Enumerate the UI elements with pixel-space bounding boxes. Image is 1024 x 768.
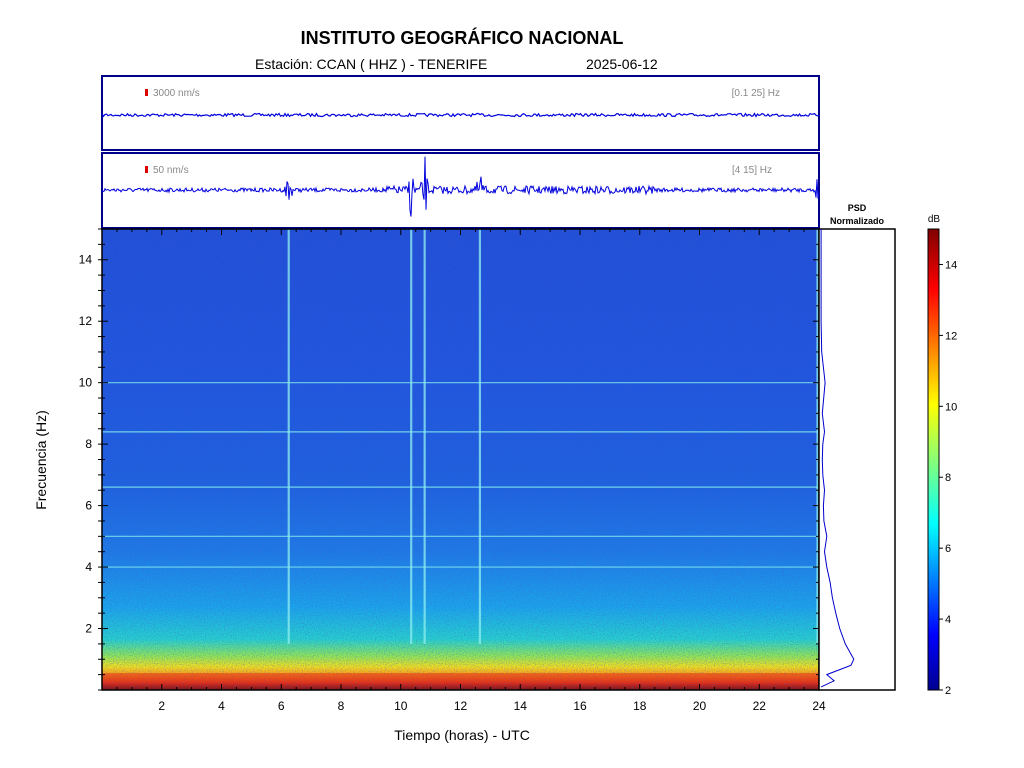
x-tick-label: 22: [753, 699, 767, 713]
x-tick-label: 12: [454, 699, 468, 713]
colorbar-tick-label: 2: [945, 685, 951, 697]
x-tick-label: 2: [158, 699, 165, 713]
colorbar-ticks: 2 4 6 8 10 12 14: [939, 259, 957, 697]
colorbar-tick-label: 6: [945, 543, 951, 555]
x-tick-label: 18: [633, 699, 647, 713]
x-tick-label: 10: [394, 699, 408, 713]
colorbar-fill: [927, 228, 940, 691]
trace-panel-broadband: 3000 nm/s [0.1 25] Hz: [101, 75, 820, 151]
x-tick-label: 8: [338, 699, 345, 713]
band-label: [0.1 25] Hz: [732, 88, 780, 99]
colorbar-tick-label: 14: [945, 259, 957, 271]
y-tick-label: 10: [79, 376, 93, 390]
y-tick-label: 12: [79, 314, 93, 328]
x-tick-label: 4: [218, 699, 225, 713]
scale-label: 3000 nm/s: [153, 88, 200, 99]
spectrogram-noise: [102, 229, 819, 690]
date-label: 2025-06-12: [586, 56, 658, 72]
scale-label: 50 nm/s: [153, 165, 189, 176]
psd-curve: [820, 229, 855, 688]
scale-marker: [145, 89, 148, 96]
colorbar-tick-label: 12: [945, 330, 957, 342]
y-axis: 2 4 6 8 10 12 14: [79, 228, 819, 691]
band-label: [4 15] Hz: [732, 165, 772, 176]
y-tick-label: 14: [79, 253, 93, 267]
microseism-band: [102, 673, 819, 683]
y-tick-label: 6: [85, 499, 92, 513]
trace-line: [101, 156, 820, 217]
trace-line: [101, 112, 820, 118]
x-tick-label: 20: [693, 699, 707, 713]
psd-frame: [818, 228, 896, 691]
psd-subtitle: Normalizado: [830, 216, 885, 226]
psd-panel: PSD Normalizado: [818, 203, 896, 691]
colorbar-tick-label: 8: [945, 472, 951, 484]
x-tick-label: 16: [573, 699, 587, 713]
y-tick-label: 2: [85, 622, 92, 636]
x-tick-label: 24: [812, 699, 826, 713]
trace-frame: [101, 75, 820, 151]
page-title: INSTITUTO GEOGRÁFICO NACIONAL: [300, 28, 624, 48]
x-axis-label: Tiempo (horas) - UTC: [394, 727, 530, 743]
y-tick-label: 8: [85, 437, 92, 451]
psd-title: PSD: [848, 203, 867, 213]
station-label: Estación: CCAN ( HHZ ) - TENERIFE: [255, 56, 488, 72]
y-tick-label: 4: [85, 560, 92, 574]
colorbar: dB 2 4 6 8 10 12 14: [927, 214, 957, 697]
trace-panel-highfreq: 50 nm/s [4 15] Hz: [101, 152, 820, 229]
colorbar-tick-label: 10: [945, 401, 957, 413]
scale-marker: [145, 166, 148, 173]
x-tick-label: 14: [514, 699, 528, 713]
y-axis-label: Frecuencia (Hz): [33, 410, 49, 510]
spectral-features: [102, 229, 819, 683]
colorbar-unit: dB: [928, 214, 941, 225]
x-tick-label: 6: [278, 699, 285, 713]
colorbar-tick-label: 4: [945, 614, 951, 626]
